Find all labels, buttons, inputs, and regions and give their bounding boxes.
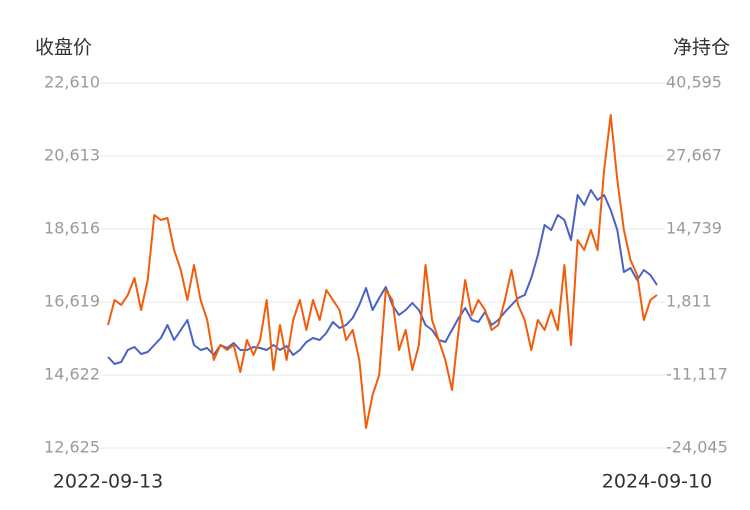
y-tick-label: 12,625	[44, 438, 100, 457]
y2-tick-label: -11,117	[666, 365, 728, 384]
x-tick-label: 2022-09-13	[53, 471, 163, 493]
series-line	[107, 114, 658, 429]
y-axis-title: 收盘价	[35, 37, 92, 59]
y-tick-label: 18,616	[44, 219, 100, 238]
x-tick-label: 2024-09-10	[602, 471, 712, 493]
series-line	[107, 189, 658, 365]
y2-tick-label: 14,739	[666, 219, 722, 238]
y-tick-label: 14,622	[44, 365, 100, 384]
y2-tick-label: 1,811	[666, 292, 712, 311]
y2-tick-label: -24,045	[666, 438, 728, 457]
y-tick-label: 20,613	[44, 146, 100, 165]
y2-tick-label: 27,667	[666, 146, 722, 165]
y2-axis-title: 净持仓	[673, 37, 730, 59]
y-tick-label: 16,619	[44, 292, 100, 311]
y-tick-label: 22,610	[44, 73, 100, 92]
y2-tick-label: 40,595	[666, 73, 722, 92]
